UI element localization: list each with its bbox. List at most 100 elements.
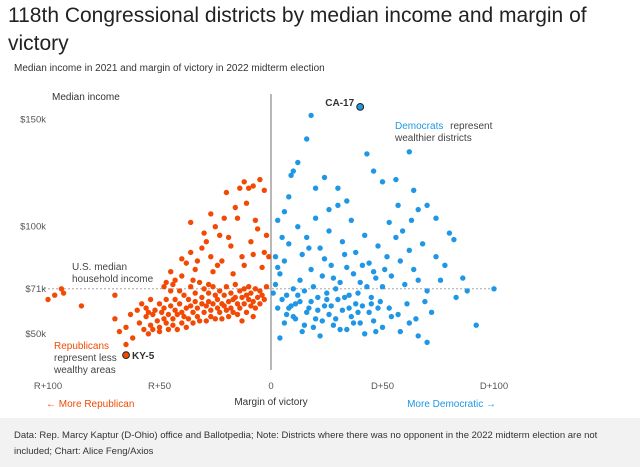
republican-district-point <box>214 305 221 311</box>
democrat-district-point <box>281 209 288 215</box>
republican-district-point <box>143 305 149 311</box>
republican-district-point <box>259 292 265 298</box>
chart-subtitle: Median income in 2021 and margin of vict… <box>14 63 325 74</box>
republican-district-point <box>241 179 247 185</box>
republican-district-point <box>58 286 65 292</box>
highlighted-point-ca-17 <box>356 102 365 111</box>
republican-district-point <box>78 303 85 309</box>
democrat-district-point <box>286 194 292 200</box>
republican-district-point <box>232 281 238 288</box>
republican-district-point <box>210 284 216 290</box>
democrat-district-point <box>411 187 417 193</box>
republican-district-point <box>239 318 245 324</box>
democrat-district-point <box>460 275 466 281</box>
republican-district-point <box>217 309 223 315</box>
democrat-district-point <box>308 298 314 305</box>
republican-district-point <box>205 281 212 288</box>
republican-district-point <box>221 303 227 309</box>
republican-district-point <box>234 215 241 221</box>
democrat-district-point <box>415 333 421 339</box>
republican-district-point <box>201 309 207 315</box>
democrat-district-point <box>301 322 308 328</box>
republican-district-point <box>259 264 265 271</box>
republican-district-point <box>185 296 192 303</box>
republican-district-point <box>165 326 172 333</box>
republican-district-point <box>214 262 221 268</box>
republican-district-point <box>241 286 247 292</box>
democrat-district-point <box>341 251 348 258</box>
republican-district-point <box>181 313 187 320</box>
democrat-district-point <box>288 172 294 178</box>
republican-district-point <box>150 326 156 333</box>
republican-district-point <box>174 311 180 318</box>
democrat-district-point <box>297 298 303 305</box>
republican-district-point <box>248 290 254 296</box>
democrat-district-point <box>295 224 301 230</box>
x-tick-label: R+100 <box>34 381 62 392</box>
democrat-district-point <box>350 320 357 326</box>
democrat-district-point <box>406 149 412 155</box>
democrat-district-point <box>304 234 310 241</box>
y-axis-label: Median income <box>52 92 120 103</box>
republican-district-point <box>152 307 158 313</box>
democrat-district-point <box>359 303 366 309</box>
republican-district-point <box>254 226 261 232</box>
republican-district-point <box>212 224 218 230</box>
democrat-district-point <box>275 264 281 271</box>
democrat-district-point <box>290 286 296 292</box>
democrat-district-point <box>433 254 439 260</box>
democrat-district-point <box>366 260 372 266</box>
republican-district-point <box>112 292 118 298</box>
democrat-district-point <box>335 202 341 208</box>
democrat-district-point <box>283 292 290 298</box>
republican-district-point <box>147 322 154 328</box>
democrat-district-point <box>397 258 403 264</box>
democrat-district-point <box>362 331 368 337</box>
democrat-district-point <box>473 322 479 328</box>
republican-district-point <box>241 262 247 268</box>
republican-district-point <box>143 313 149 320</box>
democrat-district-point <box>411 266 417 273</box>
y-tick-label: $71k <box>25 284 46 295</box>
republican-district-point <box>123 341 129 348</box>
republican-district-point <box>234 301 241 307</box>
democrat-district-point <box>344 198 350 204</box>
republican-district-point <box>230 309 236 315</box>
republican-district-point <box>214 296 221 303</box>
republican-district-point <box>210 301 216 307</box>
republican-district-point <box>203 239 209 245</box>
democrat-district-point <box>295 159 301 166</box>
republican-district-point <box>252 217 259 223</box>
republican-district-point <box>176 301 183 307</box>
x-tick-label: R+50 <box>148 381 171 392</box>
democrat-district-point <box>446 230 453 236</box>
y-tick-label: $100k <box>20 222 46 233</box>
democrat-district-point <box>364 284 370 290</box>
democrat-district-point <box>299 251 305 258</box>
democrats-annotation: Democrats represent <box>395 121 493 132</box>
republican-district-point <box>252 305 259 311</box>
republican-district-point <box>179 320 185 326</box>
democrat-district-point <box>428 309 435 315</box>
point-label-ca-17: CA-17 <box>325 98 354 109</box>
republican-district-point <box>194 258 201 264</box>
republican-district-point <box>232 204 238 211</box>
democrat-district-point <box>370 269 377 275</box>
republican-district-point <box>199 301 205 307</box>
republican-district-point <box>208 254 214 260</box>
democrat-district-point <box>424 339 430 345</box>
republican-district-point <box>250 313 256 320</box>
republican-district-point <box>217 288 223 294</box>
republican-district-point <box>254 294 261 301</box>
democrat-district-point <box>388 273 395 279</box>
republican-district-point <box>237 305 243 311</box>
republican-district-point <box>168 288 174 294</box>
democrat-district-point <box>382 266 388 273</box>
democrat-district-point <box>368 301 374 307</box>
republican-district-point <box>188 303 194 309</box>
democrat-district-point <box>292 316 299 322</box>
democrat-district-point <box>335 185 341 191</box>
republican-district-point <box>145 309 152 315</box>
democrat-district-point <box>333 316 339 322</box>
democrat-district-point <box>364 151 370 157</box>
